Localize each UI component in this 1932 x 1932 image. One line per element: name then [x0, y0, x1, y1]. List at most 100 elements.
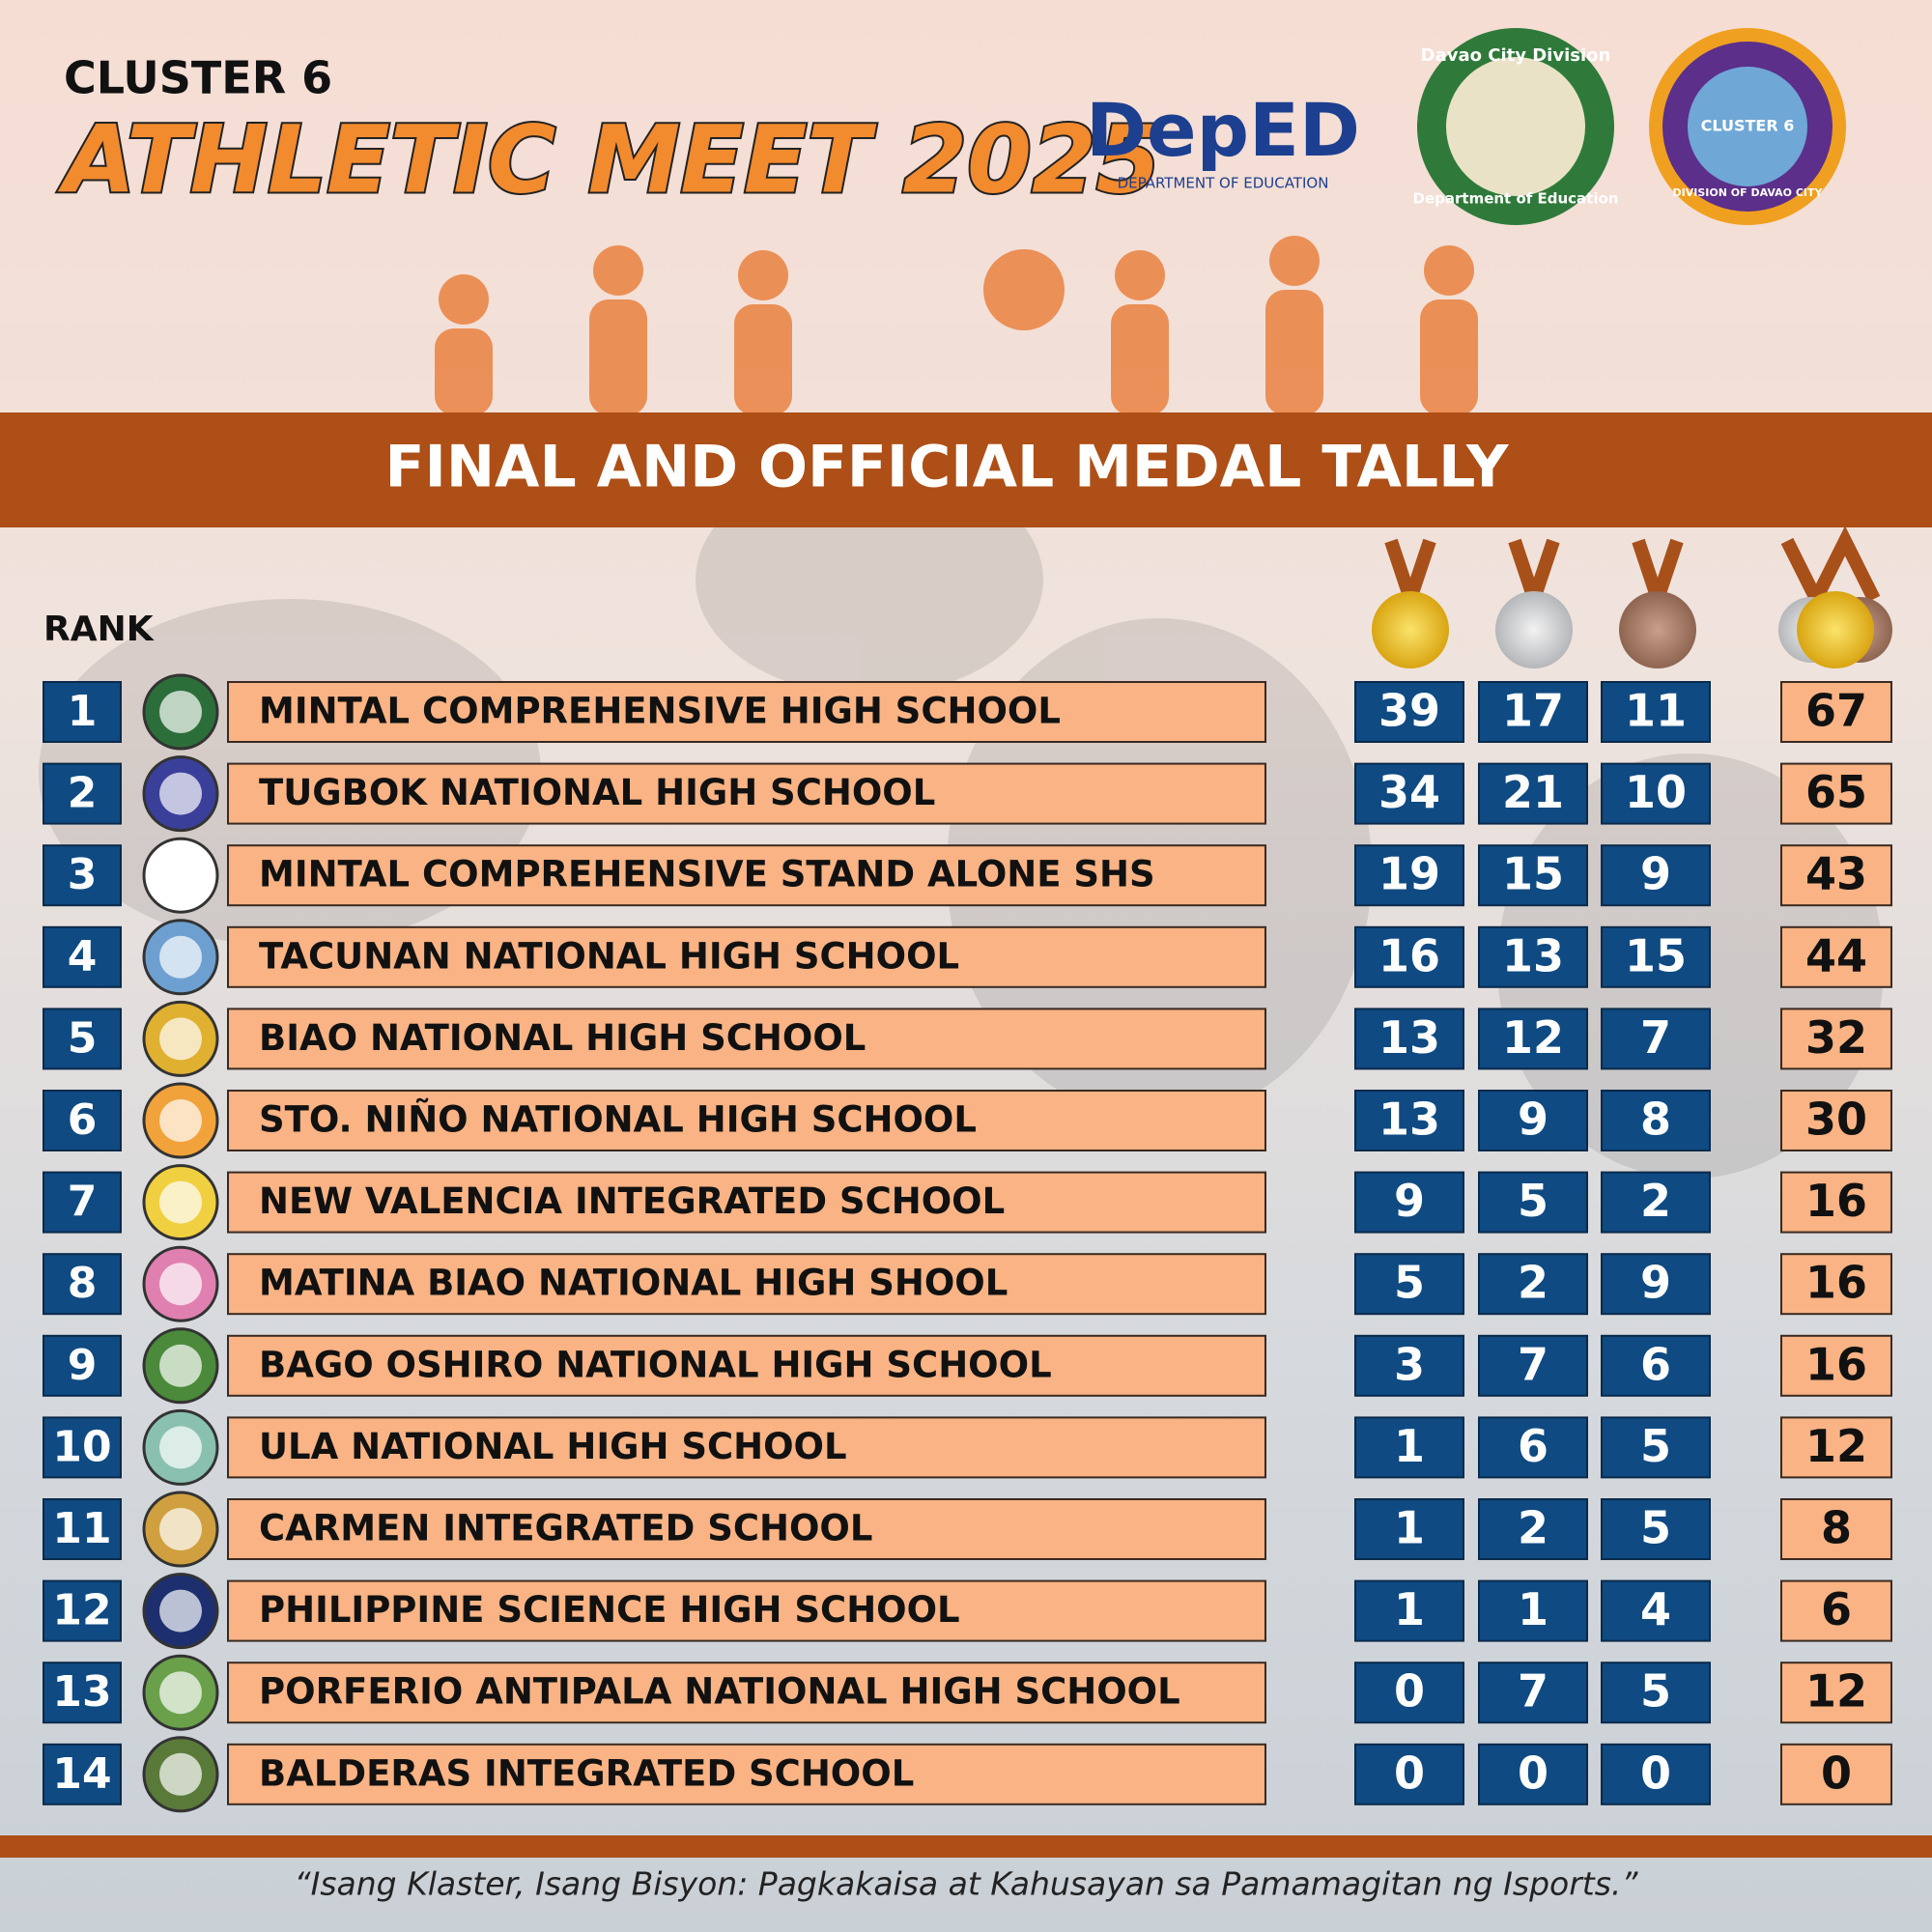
medal-count: 0 [1640, 1747, 1671, 1799]
medal-box [1478, 1662, 1588, 1724]
school-name: PHILIPPINE SCIENCE HIGH SCHOOL [259, 1589, 960, 1631]
school-name: MATINA BIAO NATIONAL HIGH SHOOL [259, 1263, 1008, 1304]
medal-count: 7 [1640, 1011, 1671, 1064]
deped-logo: DepED DEPARTMENT OF EDUCATION [1086, 87, 1360, 192]
medal-count: 21 [1502, 766, 1564, 818]
total-box [1780, 1579, 1892, 1642]
rank-box [43, 1008, 122, 1070]
medal-count: 17 [1502, 685, 1564, 737]
school-logo-inner [159, 1099, 202, 1142]
name-box [227, 925, 1266, 988]
school-logo-inner [159, 1263, 202, 1306]
medal-box [1478, 681, 1588, 743]
school-logo-inner [159, 1752, 202, 1796]
medal-box [1478, 1090, 1588, 1151]
name-box [227, 681, 1266, 743]
logo-text: Davao City Division [1421, 45, 1611, 66]
medal-box [1354, 1334, 1464, 1397]
medal-count: 1 [1394, 1583, 1425, 1635]
total-box [1780, 1253, 1892, 1316]
rank-box [43, 1662, 122, 1724]
rank-box [43, 1090, 122, 1151]
school-name: PORFERIO ANTIPALA NATIONAL HIGH SCHOOL [259, 1671, 1180, 1713]
total-box [1780, 1662, 1892, 1724]
school-name: BALDERAS INTEGRATED SCHOOL [259, 1752, 914, 1794]
medal-count: 7 [1518, 1338, 1548, 1390]
rank: 9 [68, 1341, 98, 1390]
total-box [1780, 1743, 1892, 1805]
total-count: 0 [1821, 1747, 1852, 1799]
medal-box [1354, 1171, 1464, 1234]
name-box [227, 1171, 1266, 1234]
medal-count: 6 [1518, 1420, 1548, 1472]
total-count: 16 [1805, 1175, 1867, 1227]
total-count: 16 [1805, 1257, 1867, 1309]
name-box [227, 1008, 1266, 1070]
rank-box [43, 1743, 122, 1805]
medal-count: 2 [1640, 1175, 1671, 1227]
medal-box [1478, 1334, 1588, 1397]
rank-box [43, 844, 122, 907]
medal-count: 1 [1394, 1420, 1425, 1472]
total-box [1780, 1008, 1892, 1070]
medal-icons [1372, 526, 1892, 668]
school-name: TACUNAN NATIONAL HIGH SCHOOL [259, 935, 959, 977]
total-count: 32 [1805, 1011, 1867, 1064]
total-count: 44 [1805, 929, 1867, 981]
school-logo-inner [159, 772, 202, 815]
rank: 5 [68, 1013, 98, 1063]
medal-box [1601, 1579, 1711, 1642]
medal-count: 8 [1640, 1094, 1671, 1146]
rank-box [43, 1498, 122, 1560]
medal-box [1478, 1253, 1588, 1316]
rank: 10 [52, 1422, 111, 1471]
medal-box [1601, 925, 1711, 988]
total-count: 43 [1805, 848, 1867, 900]
medal-count: 1 [1394, 1502, 1425, 1554]
logo-text: DepED [1086, 87, 1360, 173]
total-box [1780, 1498, 1892, 1560]
school-logo-inner [159, 854, 202, 897]
logo-sub: Department of Education [1413, 190, 1619, 208]
medal-count: 15 [1502, 848, 1564, 900]
name-box [227, 1498, 1266, 1560]
athletes-art [435, 236, 1478, 415]
medal-box [1354, 1253, 1464, 1316]
footer-quote: “Isang Klaster, Isang Bisyon: Pagkakaisa… [294, 1865, 1638, 1903]
total-box [1780, 762, 1892, 825]
school-logo-inner [159, 1426, 202, 1469]
total-count: 67 [1805, 685, 1867, 737]
medal-count: 5 [1640, 1665, 1671, 1718]
rank: 3 [68, 850, 98, 899]
medal-box [1354, 1008, 1464, 1070]
medal-box [1478, 1008, 1588, 1070]
name-box [227, 1743, 1266, 1805]
medal-box [1601, 1334, 1711, 1397]
medal-count: 13 [1378, 1011, 1440, 1064]
medal-count: 34 [1378, 766, 1440, 818]
name-box [227, 1090, 1266, 1151]
medal-box [1354, 925, 1464, 988]
rank-box [43, 762, 122, 825]
logo-sub: DEPARTMENT OF EDUCATION [1118, 175, 1329, 192]
medal-box [1354, 1498, 1464, 1560]
medal-box [1478, 1171, 1588, 1234]
rank: 7 [68, 1178, 98, 1227]
medal-count: 1 [1518, 1583, 1548, 1635]
medal-box [1601, 1662, 1711, 1724]
school-name: BAGO OSHIRO NATIONAL HIGH SCHOOL [259, 1344, 1052, 1385]
medal-count: 9 [1640, 1257, 1671, 1309]
name-box [227, 1579, 1266, 1642]
medal-count: 5 [1640, 1502, 1671, 1554]
medal-box [1478, 1743, 1588, 1805]
medal-count: 0 [1394, 1665, 1425, 1718]
name-box [227, 1334, 1266, 1397]
rank-box [43, 681, 122, 743]
total-count: 16 [1805, 1338, 1867, 1390]
total-count: 12 [1805, 1420, 1867, 1472]
medal-box [1601, 681, 1711, 743]
school-name: TUGBOK NATIONAL HIGH SCHOOL [259, 772, 935, 813]
rank: 6 [68, 1095, 98, 1145]
medal-count: 11 [1625, 685, 1687, 737]
medal-box [1478, 762, 1588, 825]
